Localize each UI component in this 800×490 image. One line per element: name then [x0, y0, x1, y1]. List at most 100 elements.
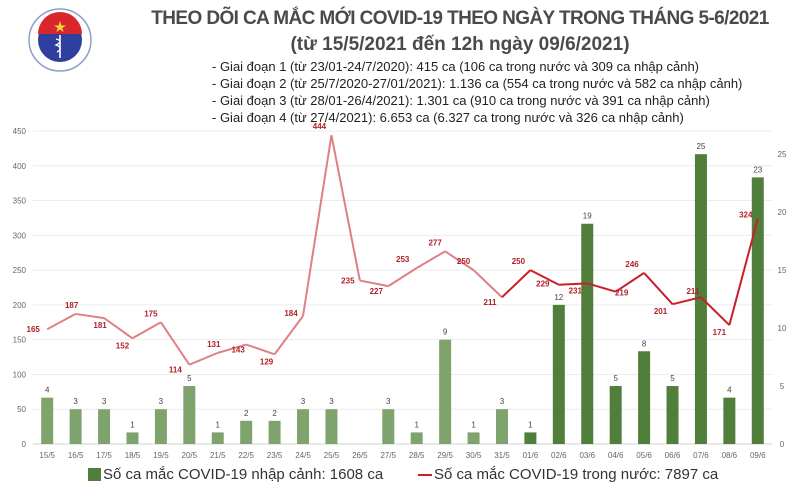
bar-data-label: 1	[528, 420, 533, 429]
bar-imported	[694, 154, 707, 444]
phase-4-note: - Giai đoạn 4 (từ 27/4/2021): 6.653 ca (…	[212, 110, 684, 125]
x-axis-tick-label: 15/5	[39, 451, 55, 460]
ministry-of-health-logo	[28, 8, 92, 72]
bar-imported	[268, 420, 281, 444]
bar-imported	[609, 386, 622, 444]
x-axis-tick-label: 31/5	[494, 451, 510, 460]
x-axis-tick-label: 19/5	[153, 451, 169, 460]
line-data-label: 201	[654, 307, 668, 316]
bar-data-label: 3	[102, 397, 107, 406]
chart-title: THEO DÕI CA MẮC MỚI COVID-19 THEO NGÀY T…	[151, 8, 769, 29]
line-data-label: 152	[116, 341, 130, 350]
left-axis-tick-label: 50	[17, 405, 26, 414]
line-domestic-segment	[558, 282, 588, 286]
bar-imported	[98, 409, 111, 444]
right-axis-tick-label: 5	[780, 382, 785, 391]
left-axis-tick-label: 400	[13, 162, 27, 171]
legend-item-imported: Số ca mắc COVID-19 nhập cảnh: 1608 ca	[88, 466, 383, 483]
line-domestic-segment	[672, 296, 702, 306]
phase-1-note: - Giai đoạn 1 (từ 23/01-24/7/2020): 415 …	[212, 59, 700, 74]
bar-imported	[410, 432, 423, 444]
x-axis-tick-label: 05/6	[636, 451, 652, 460]
left-axis-tick-label: 350	[13, 197, 27, 206]
x-axis-tick-label: 27/5	[380, 451, 396, 460]
line-domestic-segment	[103, 317, 134, 340]
x-axis-tick-label: 23/5	[267, 451, 283, 460]
bar-data-label: 1	[414, 420, 419, 429]
x-axis-tick-label: 30/5	[466, 451, 482, 460]
line-data-label: 231	[569, 286, 583, 295]
x-axis-tick-label: 07/6	[693, 451, 709, 460]
phase-2-note: - Giai đoạn 2 (từ 25/7/2020-27/01/2021):…	[212, 76, 743, 91]
x-axis-tick-label: 04/6	[608, 451, 624, 460]
line-domestic-segment	[728, 218, 759, 326]
right-axis-tick-label: 15	[778, 266, 787, 275]
left-axis-tick-label: 250	[13, 266, 27, 275]
line-domestic-segment	[75, 312, 105, 320]
line-domestic-segment	[501, 269, 532, 298]
line-domestic-segment	[643, 272, 674, 305]
x-axis-tick-label: 08/6	[722, 451, 738, 460]
right-axis-tick-label: 0	[780, 440, 785, 449]
bar-imported	[751, 177, 764, 445]
bar-imported	[723, 397, 736, 444]
bar-data-label: 3	[73, 397, 78, 406]
x-axis-tick-label: 01/6	[523, 451, 539, 460]
bar-data-label: 19	[583, 212, 592, 221]
bar-imported	[240, 420, 253, 444]
line-data-label: 171	[713, 328, 727, 337]
line-data-label: 250	[457, 257, 471, 266]
bar-data-label: 8	[642, 339, 647, 348]
bar-data-label: 4	[45, 386, 50, 395]
bar-data-label: 2	[244, 409, 249, 418]
bar-imported	[126, 432, 139, 444]
line-domestic-segment	[330, 134, 361, 281]
bar-imported	[325, 409, 338, 444]
line-data-label: 165	[27, 325, 41, 334]
line-data-label: 143	[231, 346, 245, 355]
bar-data-label: 3	[500, 397, 505, 406]
line-domestic-segment	[46, 313, 77, 331]
legend-label-imported: Số ca mắc COVID-19 nhập cảnh: 1608 ca	[103, 466, 384, 483]
line-data-label: 211	[686, 287, 699, 296]
bar-data-label: 5	[187, 374, 192, 383]
bar-data-label: 12	[554, 293, 563, 302]
bar-imported	[638, 351, 651, 444]
line-data-label: 227	[370, 287, 384, 296]
line-data-label: 114	[169, 366, 182, 375]
line-domestic-segment	[700, 296, 731, 326]
line-data-label: 235	[341, 277, 355, 286]
x-axis-tick-label: 17/5	[96, 451, 112, 460]
bar-data-label: 23	[753, 165, 762, 174]
x-axis-tick-label: 21/5	[210, 451, 226, 460]
line-domestic-segment	[188, 351, 219, 366]
legend-bar-swatch	[88, 468, 101, 481]
line-data-label: 131	[207, 340, 221, 349]
left-axis-tick-label: 100	[13, 370, 27, 379]
bar-data-label: 1	[471, 420, 476, 429]
line-data-label: 211	[484, 298, 497, 307]
phase-3-note: - Giai đoạn 3 (từ 28/01-26/4/2021): 1.30…	[212, 93, 710, 108]
line-domestic-segment	[359, 279, 389, 288]
left-axis-tick-label: 150	[13, 336, 27, 345]
x-axis-tick-label: 24/5	[295, 451, 311, 460]
line-domestic-segment	[387, 267, 418, 287]
right-axis-tick-label: 10	[778, 324, 787, 333]
right-axis-tick-label: 25	[778, 150, 787, 159]
bar-imported	[495, 409, 508, 444]
line-data-label: 184	[284, 309, 298, 318]
bar-data-label: 4	[727, 386, 732, 395]
line-domestic-segment	[444, 250, 475, 271]
left-axis-tick-label: 0	[22, 440, 27, 449]
bar-imported	[382, 409, 395, 444]
legend-line-swatch	[418, 473, 432, 476]
bar-imported	[154, 409, 167, 444]
line-data-label: 324	[739, 211, 753, 220]
bar-imported	[552, 304, 565, 444]
bar-data-label: 3	[329, 397, 334, 406]
line-data-label: 175	[144, 309, 158, 318]
x-axis-tick-label: 02/6	[551, 451, 567, 460]
bar-data-label: 5	[670, 374, 675, 383]
